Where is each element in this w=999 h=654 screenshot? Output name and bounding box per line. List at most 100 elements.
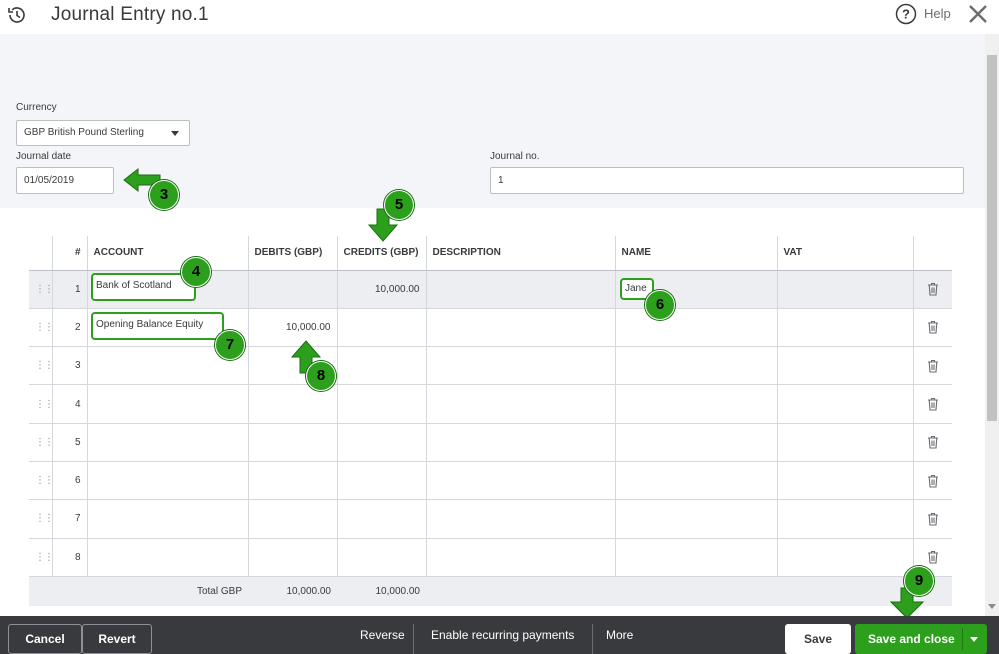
drag-handle-icon[interactable]: ⋮⋮ [29, 538, 54, 577]
name-input-jane[interactable]: Jane [620, 278, 654, 300]
delete-row-button[interactable] [913, 270, 952, 309]
description-cell[interactable] [426, 270, 616, 309]
description-cell[interactable] [426, 346, 616, 386]
table-row[interactable]: ⋮⋮ 6 [29, 461, 952, 501]
description-cell[interactable] [426, 384, 616, 424]
drag-handle-icon[interactable]: ⋮⋮ [29, 270, 54, 309]
name-cell[interactable] [615, 461, 778, 501]
debit-cell[interactable] [248, 461, 338, 501]
debit-cell[interactable]: 10,000.00 [248, 308, 338, 348]
account-cell[interactable] [87, 384, 249, 424]
debit-cell[interactable] [248, 423, 338, 462]
help-link[interactable]: Help [924, 6, 951, 21]
title-bar: Journal Entry no.1 ? Help [0, 0, 999, 34]
vat-cell[interactable] [777, 270, 914, 309]
name-cell[interactable] [615, 423, 778, 462]
vat-cell[interactable] [777, 423, 914, 462]
credit-cell[interactable] [337, 346, 427, 386]
table-row[interactable]: ⋮⋮ 4 [29, 384, 952, 424]
cancel-button[interactable]: Cancel [8, 624, 82, 654]
step-badge: 9 [904, 566, 934, 596]
drag-handle-icon[interactable]: ⋮⋮ [29, 346, 54, 386]
close-icon[interactable] [966, 2, 990, 26]
table-row[interactable]: ⋮⋮ 8 [29, 538, 952, 577]
account-cell[interactable] [87, 538, 249, 577]
delete-row-button[interactable] [913, 423, 952, 462]
credit-cell[interactable]: 10,000.00 [337, 270, 427, 309]
description-cell[interactable] [426, 538, 616, 577]
table-row[interactable]: ⋮⋮ 3 [29, 346, 952, 386]
name-cell[interactable] [615, 346, 778, 386]
drag-handle-icon[interactable]: ⋮⋮ [29, 423, 54, 462]
save-and-close-button[interactable]: Save and close [855, 624, 987, 654]
name-cell[interactable] [615, 538, 778, 577]
delete-row-button[interactable] [913, 308, 952, 348]
chevron-down-icon[interactable] [970, 637, 978, 642]
credit-cell[interactable] [337, 384, 427, 424]
column-header-debits: DEBITS (GBP) [248, 236, 338, 271]
debit-cell[interactable] [248, 499, 338, 539]
account-cell[interactable] [87, 499, 249, 539]
drag-handle-icon[interactable]: ⋮⋮ [29, 499, 54, 539]
history-icon[interactable] [6, 4, 28, 26]
enable-recurring-link[interactable]: Enable recurring payments [431, 628, 575, 642]
revert-button[interactable]: Revert [82, 624, 152, 654]
credit-cell[interactable] [337, 461, 427, 501]
reverse-link[interactable]: Reverse [360, 628, 405, 642]
currency-value: GBP British Pound Sterling [24, 127, 144, 138]
step-badge: 4 [181, 257, 211, 287]
step-badge: 8 [306, 361, 336, 391]
account-input-bank-of-scotland[interactable]: Bank of Scotland [91, 273, 196, 301]
journal-no-label: Journal no. [490, 151, 540, 162]
vat-cell[interactable] [777, 538, 914, 577]
debit-cell[interactable] [248, 270, 338, 309]
scrollbar-thumb[interactable] [987, 55, 997, 421]
account-cell[interactable] [87, 346, 249, 386]
currency-select[interactable]: GBP British Pound Sterling [16, 120, 190, 146]
delete-row-button[interactable] [913, 384, 952, 424]
help-icon[interactable]: ? [895, 3, 917, 25]
table-row[interactable]: ⋮⋮ 7 [29, 499, 952, 539]
table-row[interactable]: ⋮⋮ 5 [29, 423, 952, 462]
total-credit: 10,000.00 [337, 576, 426, 607]
credit-cell[interactable] [337, 538, 427, 577]
description-cell[interactable] [426, 499, 616, 539]
more-link[interactable]: More [606, 628, 634, 642]
account-cell[interactable] [87, 461, 249, 501]
save-and-close-label: Save and close [868, 632, 955, 646]
debit-cell[interactable] [248, 384, 338, 424]
vat-cell[interactable] [777, 308, 914, 348]
drag-handle-icon[interactable]: ⋮⋮ [29, 384, 54, 424]
description-cell[interactable] [426, 423, 616, 462]
delete-row-button[interactable] [913, 499, 952, 539]
table-row[interactable]: ⋮⋮ 1 10,000.00 [29, 270, 952, 309]
credit-cell[interactable] [337, 423, 427, 462]
scroll-down-icon[interactable] [988, 604, 996, 609]
drag-handle-icon[interactable]: ⋮⋮ [29, 308, 54, 348]
name-cell[interactable] [615, 384, 778, 424]
credit-cell[interactable] [337, 308, 427, 348]
vat-cell[interactable] [777, 346, 914, 386]
save-button[interactable]: Save [785, 624, 851, 654]
name-cell[interactable] [615, 308, 778, 348]
debit-cell[interactable] [248, 538, 338, 577]
journal-date-input[interactable]: 01/05/2019 [16, 167, 114, 194]
vat-cell[interactable] [777, 499, 914, 539]
delete-row-button[interactable] [913, 461, 952, 501]
drag-handle-icon[interactable]: ⋮⋮ [29, 461, 54, 501]
account-input-opening-balance-equity[interactable]: Opening Balance Equity [91, 312, 224, 340]
column-header-account: ACCOUNT [87, 236, 249, 271]
vat-cell[interactable] [777, 384, 914, 424]
account-cell[interactable] [87, 423, 249, 462]
vat-cell[interactable] [777, 461, 914, 501]
actions-column-header [913, 236, 952, 271]
journal-no-input[interactable]: 1 [490, 167, 964, 194]
credit-cell[interactable] [337, 499, 427, 539]
description-cell[interactable] [426, 461, 616, 501]
step-badge: 5 [384, 190, 414, 220]
column-header-vat: VAT [777, 236, 914, 271]
delete-row-button[interactable] [913, 346, 952, 386]
name-cell[interactable] [615, 499, 778, 539]
column-header-credits: CREDITS (GBP) [337, 236, 427, 271]
description-cell[interactable] [426, 308, 616, 348]
